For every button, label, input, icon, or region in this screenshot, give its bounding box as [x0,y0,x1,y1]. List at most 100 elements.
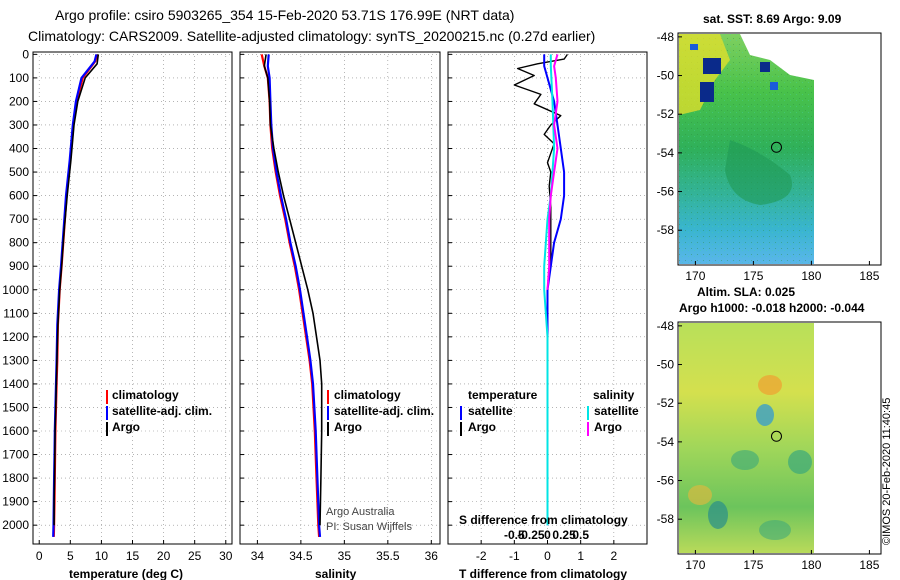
difference-x-ticks: -2 -1 0 1 2-0.5-0.25 0 0.250.5 [476,528,618,563]
depth-tick-label: 1600 [2,424,29,438]
x-tick-label: 5 [67,549,74,563]
temperature-legend: climatology satellite-adj. clim. Argo [106,388,212,436]
sst-argo-location-marker [770,141,782,153]
imos-timestamp: ©IMOS 20-Feb-2020 11:40:45 [881,398,893,545]
legend-label-argo: Argo [112,420,140,434]
x-tick-label: -1 [509,549,520,563]
x-tick-label: 20 [157,549,171,563]
sst-missing-patch [740,34,814,80]
series-line-s-argo-clim [546,54,559,290]
depth-tick-label: 800 [9,236,29,250]
depth-tick-label: 2000 [2,518,29,532]
credit-pi: PI: Susan Wijffels [326,521,412,533]
sst-cloud-patch [703,58,721,74]
salinity-series [260,54,323,537]
temperature-grid [33,52,232,544]
depth-tick-label: 1200 [2,330,29,344]
sla-argo-location-marker [770,430,782,442]
sst-map-field [679,34,814,264]
legend-label-s-argo: Argo [594,420,622,434]
map-y-tick-label: -58 [657,512,675,526]
sst-cloud-patch [700,82,714,102]
legend-label-satellite-sal: satellite-adj. clim. [334,404,434,418]
map-y-tick-label: -52 [657,107,675,121]
x2-tick-label: 0.5 [572,528,589,542]
depth-tick-label: 1000 [2,283,29,297]
series-line-climatology [52,54,99,537]
legend-label-climatology-sal: climatology [334,388,401,402]
sla-high-blob [758,375,782,395]
series-line-satellite-adj-clim- [266,54,322,537]
map-x-tick-label: 180 [801,558,821,572]
figure-title-line1: Argo profile: csiro 5903265_354 15-Feb-2… [55,7,514,23]
x2-tick-label: -0.25 [517,528,545,542]
salinity-x-ticks: 34 34.5 35 35.5 36 [251,540,439,563]
sla-high-blob [688,485,712,505]
series-line-t-argo-clim [513,53,568,267]
x-tick-label: 1 [577,549,584,563]
depth-tick-label: 700 [9,212,29,226]
sla-map-field [679,323,814,553]
sla-low-blob [731,450,759,470]
sla-map-subtitle: Argo h1000: -0.018 h2000: -0.044 [679,301,865,315]
map-y-tick-label: -56 [657,474,675,488]
series-line-s-satellite-clim [543,54,556,526]
sst-map-title: sat. SST: 8.69 Argo: 9.09 [703,12,842,26]
depth-tick-label: 400 [9,142,29,156]
x-tick-label: 25 [188,549,202,563]
temperature-x-ticks: 0 5 10 15 20 25 30 [36,540,233,563]
x-tick-label: 0 [36,549,43,563]
difference-x2-label: S difference from climatology [459,513,628,527]
depth-tick-label: 200 [9,94,29,108]
map-y-tick-label: -50 [657,69,675,83]
map-y-tick-label: -54 [657,146,675,160]
legend-label-climatology: climatology [112,388,179,402]
salinity-axes-frame [239,51,441,545]
map-x-tick-label: 170 [685,269,705,283]
difference-panel: -2 -1 0 1 2-0.5-0.25 0 0.250.5 T difference fr… [447,51,648,580]
sst-map-ticks: 170 175 180 185 -48 -50 -52 -54 -56 -58 [657,30,880,283]
legend-title-temperature: temperature [468,388,538,402]
sla-map-title: Altim. SLA: 0.025 [697,285,795,299]
x2-tick-label: -0.5 [504,528,525,542]
depth-tick-label: 1100 [3,306,29,320]
depth-tick-label: 900 [9,259,29,273]
credit-owner: Argo Australia [326,506,395,518]
temperature-x-label: temperature (deg C) [69,567,183,580]
sst-cool-eddy [725,140,792,205]
salinity-panel: 34 34.5 35 35.5 36 salinity climatology sate… [239,51,441,580]
x2-tick-label: 0.25 [552,528,576,542]
depth-tick-label: 100 [9,71,29,85]
depth-tick-label: 500 [9,165,29,179]
sst-warm-patch [679,34,730,115]
legend-title-salinity: salinity [593,388,635,402]
temperature-panel: 0 5 10 15 20 25 30 0 100 200 300 400 500 600 700 800 90… [2,47,232,580]
legend-label-s-satellite: satellite [594,404,639,418]
legend-label-t-satellite: satellite [468,404,513,418]
depth-tick-label: 1700 [2,448,29,462]
sla-low-blob [756,404,774,426]
x-tick-label: 2 [610,549,617,563]
legend-label-satellite: satellite-adj. clim. [112,404,212,418]
x-tick-label: 36 [425,549,439,563]
sst-cloud-patch [760,62,770,72]
map-y-tick-label: -56 [657,185,675,199]
map-x-tick-label: 185 [859,269,879,283]
depth-tick-label: 1900 [2,495,29,509]
map-y-tick-label: -48 [657,30,675,44]
series-line-argo [263,54,323,526]
x-tick-label: 35.5 [376,549,400,563]
x-tick-label: 34.5 [289,549,313,563]
x-tick-label: 10 [95,549,109,563]
depth-tick-label: 600 [9,189,29,203]
map-x-tick-label: 175 [743,558,763,572]
sla-map-ticks: 170 175 180 185 -48 -50 -52 -54 -56 -58 [657,319,880,572]
sst-cloud-patch [690,44,698,50]
sla-field-base [679,323,814,553]
map-x-tick-label: 180 [801,269,821,283]
depth-tick-label: 1300 [2,353,29,367]
sla-low-blob [759,520,791,540]
map-y-tick-label: -54 [657,435,675,449]
sla-low-blob [788,450,812,474]
